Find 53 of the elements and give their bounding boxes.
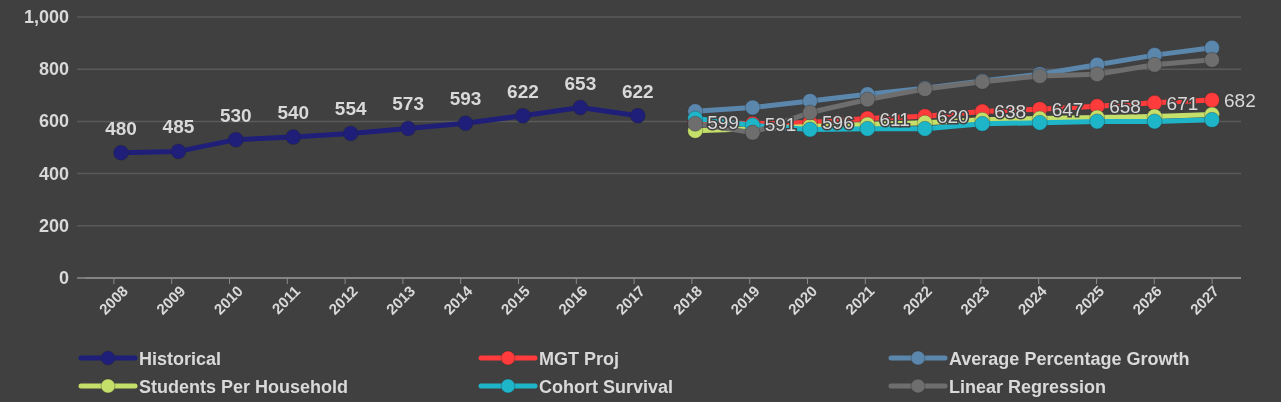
legend-label: Average Percentage Growth [949, 349, 1190, 369]
data-label: 480 [105, 117, 137, 139]
legend-label: Students Per Household [139, 377, 349, 397]
legend-label: Linear Regression [949, 377, 1107, 397]
data-label: 593 [449, 88, 482, 110]
data-label: 622 [621, 80, 654, 102]
point [974, 115, 991, 132]
point [113, 144, 129, 161]
point [629, 107, 646, 124]
point [859, 91, 876, 108]
point [285, 129, 302, 146]
point [744, 99, 761, 116]
data-label: 554 [334, 98, 367, 120]
point [916, 120, 933, 137]
point [802, 104, 819, 121]
data-label: 622 [507, 80, 539, 102]
point [1204, 92, 1220, 108]
data-label: 573 [392, 93, 424, 115]
y-tick-label: 200 [38, 215, 69, 236]
y-tick-label: 0 [58, 268, 69, 288]
legend-label: MGT Proj [539, 349, 619, 369]
point [457, 115, 474, 132]
legend-label: Historical [139, 349, 222, 369]
data-label: 647 [1051, 99, 1084, 121]
point [1204, 51, 1220, 68]
point [859, 120, 876, 137]
point [1146, 113, 1163, 130]
legend-label: Cohort Survival [539, 377, 674, 397]
point [1089, 66, 1106, 83]
y-tick-label: 800 [38, 59, 69, 80]
y-tick-label: 400 [38, 163, 69, 184]
point [342, 125, 359, 142]
y-tick-label: 1,000 [23, 7, 69, 27]
point [1146, 94, 1163, 111]
data-label: 596 [822, 112, 854, 134]
y-tick-label: 600 [38, 111, 69, 132]
data-label: 682 [1224, 90, 1256, 111]
data-label: 530 [219, 104, 252, 126]
point [1089, 113, 1106, 130]
point [170, 143, 187, 160]
data-label: 591 [764, 113, 797, 135]
data-label: 485 [162, 116, 195, 138]
point [1204, 111, 1220, 128]
point [514, 107, 531, 124]
point [400, 120, 417, 137]
point [1031, 114, 1048, 131]
point [227, 131, 244, 148]
point [572, 99, 589, 116]
data-label: 653 [564, 72, 597, 94]
data-label: 620 [936, 106, 969, 128]
data-label: 540 [277, 102, 310, 124]
point [1146, 56, 1163, 73]
point [744, 124, 761, 141]
